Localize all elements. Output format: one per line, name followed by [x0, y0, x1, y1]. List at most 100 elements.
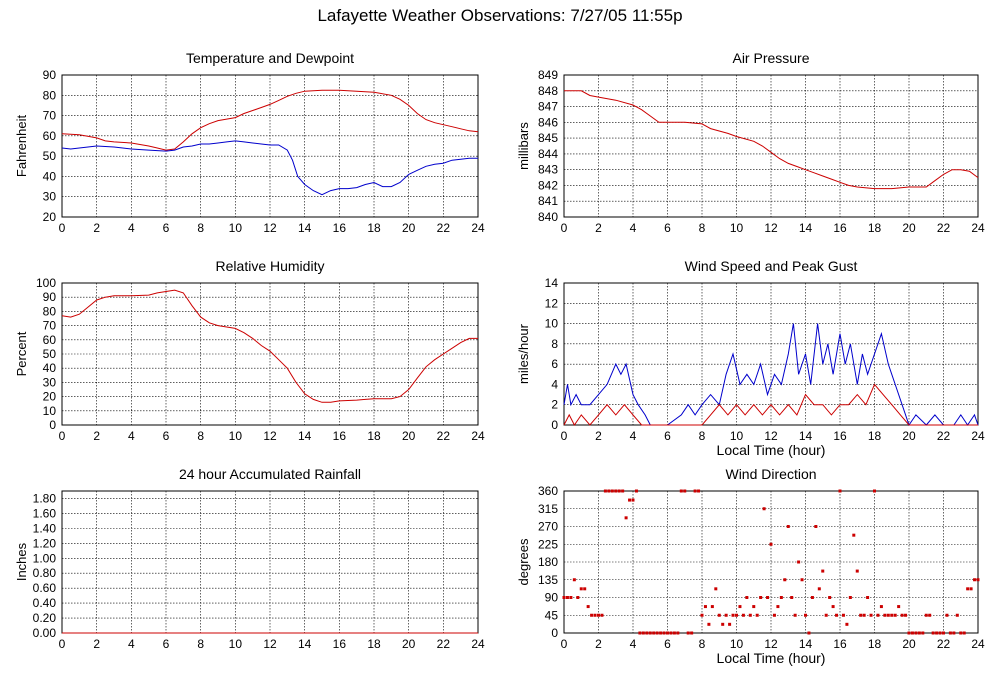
y-tick-label: 12 — [545, 296, 559, 310]
x-tick-label: 8 — [197, 637, 204, 651]
y-tick-label: 845 — [538, 131, 558, 145]
x-tick-label: 20 — [402, 429, 416, 443]
x-axis-label: Local Time (hour) — [717, 442, 826, 458]
data-point — [852, 533, 856, 537]
y-tick-label: 0 — [49, 418, 56, 432]
x-tick-label: 10 — [730, 429, 744, 443]
data-point — [831, 605, 835, 609]
data-point — [645, 631, 649, 635]
x-tick-label: 6 — [163, 429, 170, 443]
data-point — [804, 613, 807, 617]
data-point — [721, 622, 725, 626]
x-tick-label: 2 — [93, 637, 100, 651]
x-tick-label: 0 — [59, 429, 66, 443]
x-tick-label: 4 — [128, 221, 135, 235]
data-point — [710, 605, 714, 609]
x-tick-label: 18 — [868, 221, 882, 235]
plot-frame — [563, 490, 979, 634]
data-point — [824, 613, 828, 617]
data-point — [748, 613, 752, 617]
data-point — [607, 489, 611, 493]
x-tick-label: 12 — [263, 637, 277, 651]
x-tick-label: 2 — [595, 221, 602, 235]
x-tick-label: 16 — [333, 221, 347, 235]
y-tick-label: 70 — [43, 319, 57, 333]
data-point — [572, 578, 576, 582]
data-point — [669, 631, 673, 635]
data-point — [838, 489, 842, 493]
y-tick-label: 30 — [43, 190, 57, 204]
y-tick-label: 90 — [545, 591, 559, 605]
y-tick-label: 60 — [43, 129, 57, 143]
y-tick-label: 847 — [538, 100, 558, 114]
y-tick-label: 841 — [538, 194, 558, 208]
data-point — [793, 613, 797, 617]
y-tick-label: 0 — [551, 418, 558, 432]
x-tick-label: 16 — [333, 637, 347, 651]
data-point — [679, 489, 683, 493]
data-point — [783, 578, 787, 582]
x-tick-label: 12 — [263, 221, 277, 235]
x-tick-label: 8 — [197, 429, 204, 443]
data-point — [728, 622, 732, 626]
x-tick-label: 18 — [868, 429, 882, 443]
y-tick-label: 270 — [538, 520, 558, 534]
x-tick-label: 16 — [833, 637, 847, 651]
y-tick-label: 0 — [551, 626, 558, 640]
series-line-1 — [563, 383, 978, 426]
data-point — [648, 631, 652, 635]
x-tick-label: 6 — [664, 637, 671, 651]
x-tick-label: 20 — [402, 221, 416, 235]
x-tick-label: 22 — [437, 637, 451, 651]
y-axis-label: Percent — [14, 331, 29, 376]
data-point — [652, 631, 656, 635]
data-point — [810, 596, 814, 599]
data-point — [735, 613, 738, 617]
x-tick-label: 4 — [128, 429, 135, 443]
data-point — [707, 622, 711, 626]
y-tick-label: 1.40 — [33, 521, 57, 535]
data-point — [614, 489, 618, 493]
plot-frame — [61, 282, 479, 426]
data-point — [966, 587, 970, 591]
chart-title: Air Pressure — [732, 50, 809, 66]
x-tick-label: 10 — [229, 637, 243, 651]
x-tick-label: 8 — [197, 221, 204, 235]
data-point — [662, 631, 666, 635]
x-tick-label: 8 — [699, 221, 706, 235]
data-point — [817, 587, 821, 591]
data-point — [565, 596, 569, 599]
data-point — [893, 613, 897, 617]
y-tick-label: 100 — [36, 276, 56, 290]
data-point — [935, 631, 939, 635]
data-point — [600, 613, 604, 617]
x-tick-label: 20 — [402, 637, 416, 651]
data-point — [862, 613, 866, 617]
x-tick-label: 10 — [229, 221, 243, 235]
data-point — [973, 578, 977, 582]
data-point — [914, 631, 918, 635]
data-point — [593, 613, 597, 617]
x-tick-label: 22 — [437, 429, 451, 443]
data-point — [724, 613, 728, 617]
y-tick-label: 844 — [538, 147, 558, 161]
x-tick-label: 4 — [630, 429, 637, 443]
data-point — [603, 489, 607, 493]
y-tick-label: 849 — [538, 68, 558, 82]
data-point — [569, 596, 573, 599]
x-tick-label: 16 — [833, 221, 847, 235]
chart-title: Temperature and Dewpoint — [186, 50, 354, 66]
y-tick-label: 360 — [538, 484, 558, 498]
x-tick-label: 22 — [937, 221, 951, 235]
series-line-1 — [61, 140, 478, 196]
x-tick-label: 0 — [561, 637, 568, 651]
y-tick-label: 0.20 — [33, 611, 57, 625]
x-tick-label: 2 — [93, 221, 100, 235]
data-point — [700, 613, 704, 617]
data-point — [828, 596, 832, 599]
data-point — [890, 613, 894, 617]
x-tick-label: 16 — [333, 429, 347, 443]
y-axis-label: miles/hour — [516, 323, 531, 384]
